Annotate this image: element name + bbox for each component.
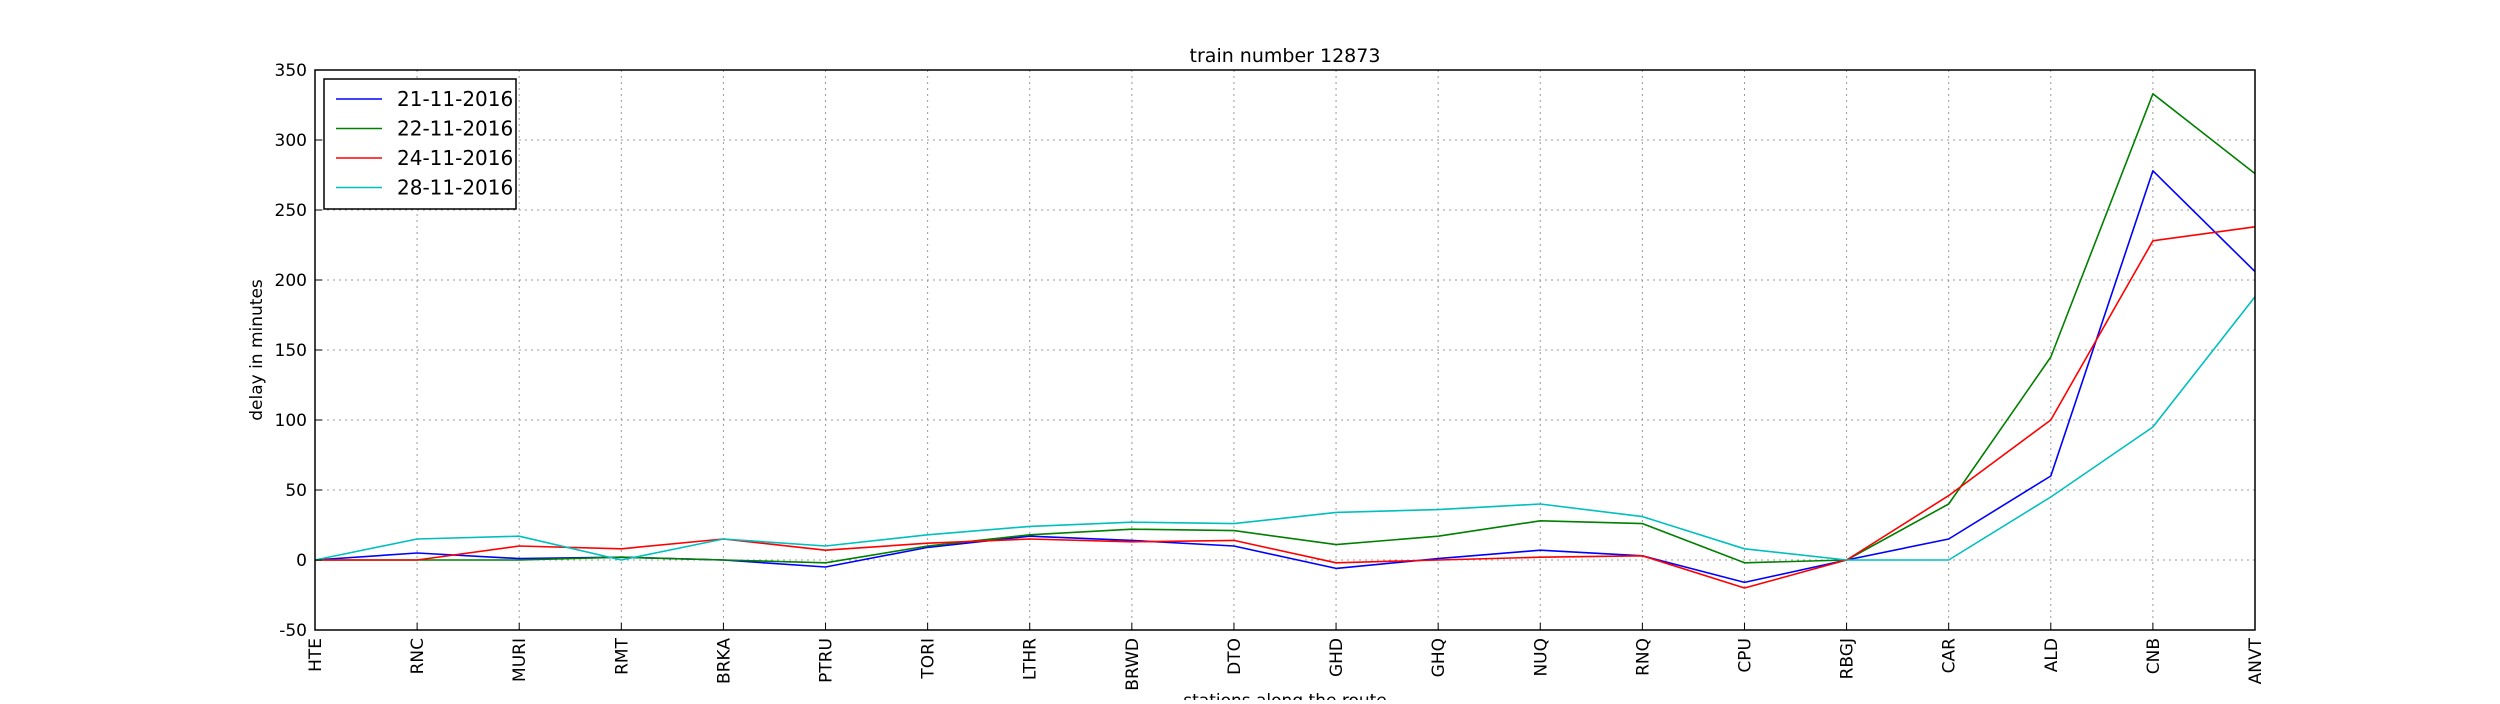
x-tick-label: GHQ bbox=[1429, 638, 1449, 677]
x-tick-label: HTE bbox=[306, 638, 326, 672]
y-axis-label: delay in minutes bbox=[247, 279, 267, 421]
y-tick-label: 300 bbox=[275, 131, 307, 151]
x-tick-label: LTHR bbox=[1021, 638, 1041, 680]
x-tick-label: BRKA bbox=[714, 638, 734, 684]
x-tick-label: ALD bbox=[2042, 638, 2062, 672]
y-tick-label: 100 bbox=[275, 411, 307, 431]
legend: 21-11-2016 22-11-2016 24-11-2016 28-11-2016 bbox=[323, 78, 517, 210]
legend-label: 22-11-2016 bbox=[397, 117, 513, 141]
series-line-24-11-2016 bbox=[315, 226, 2256, 589]
x-axis-ticks: HTE RNC MURI RMT BRKA PTRU TORI LTHR BRWD DTO GHD G… bbox=[306, 623, 2266, 691]
x-tick-label: TORI bbox=[919, 638, 939, 680]
series-line-28-11-2016 bbox=[314, 296, 2256, 561]
y-tick-label: -50 bbox=[279, 621, 307, 641]
series-line-22-11-2016 bbox=[315, 93, 2256, 564]
y-tick-label: 150 bbox=[275, 341, 307, 361]
plot-frame bbox=[314, 69, 2256, 631]
x-axis-label: stations along the route bbox=[1183, 691, 1387, 700]
grid-lines bbox=[314, 69, 2256, 631]
legend-label: 28-11-2016 bbox=[397, 176, 513, 200]
chart-title: train number 12873 bbox=[1190, 45, 1381, 67]
y-tick-label: 50 bbox=[285, 481, 307, 501]
y-tick-label: 350 bbox=[275, 61, 307, 81]
x-tick-label: RNC bbox=[408, 638, 428, 674]
x-tick-label: BRWD bbox=[1123, 638, 1143, 691]
series-line-21-11-2016 bbox=[314, 170, 2256, 584]
y-tick-label: 250 bbox=[275, 201, 307, 221]
x-tick-label: RMT bbox=[612, 637, 632, 674]
x-tick-label: PTRU bbox=[817, 638, 837, 683]
x-tick-label: GHD bbox=[1327, 638, 1347, 677]
x-tick-label: MURI bbox=[510, 638, 530, 682]
x-tick-label: DTO bbox=[1225, 638, 1245, 675]
legend-label: 24-11-2016 bbox=[397, 146, 513, 170]
x-tick-label: CAR bbox=[1940, 638, 1960, 673]
y-tick-label: 0 bbox=[296, 551, 307, 571]
x-tick-label: NUQ bbox=[1531, 638, 1551, 677]
x-tick-label: RNQ bbox=[1633, 638, 1653, 676]
x-tick-label: CNB bbox=[2144, 638, 2164, 674]
x-tick-label: ANVT bbox=[2246, 637, 2266, 684]
legend-label: 21-11-2016 bbox=[397, 87, 513, 111]
x-tick-label: RBGJ bbox=[1838, 638, 1858, 679]
series-lines bbox=[314, 93, 2256, 589]
x-tick-label: CPU bbox=[1735, 638, 1755, 673]
y-axis-ticks: -50 0 50 100 150 200 250 300 350 bbox=[275, 61, 322, 641]
y-tick-label: 200 bbox=[275, 271, 307, 291]
